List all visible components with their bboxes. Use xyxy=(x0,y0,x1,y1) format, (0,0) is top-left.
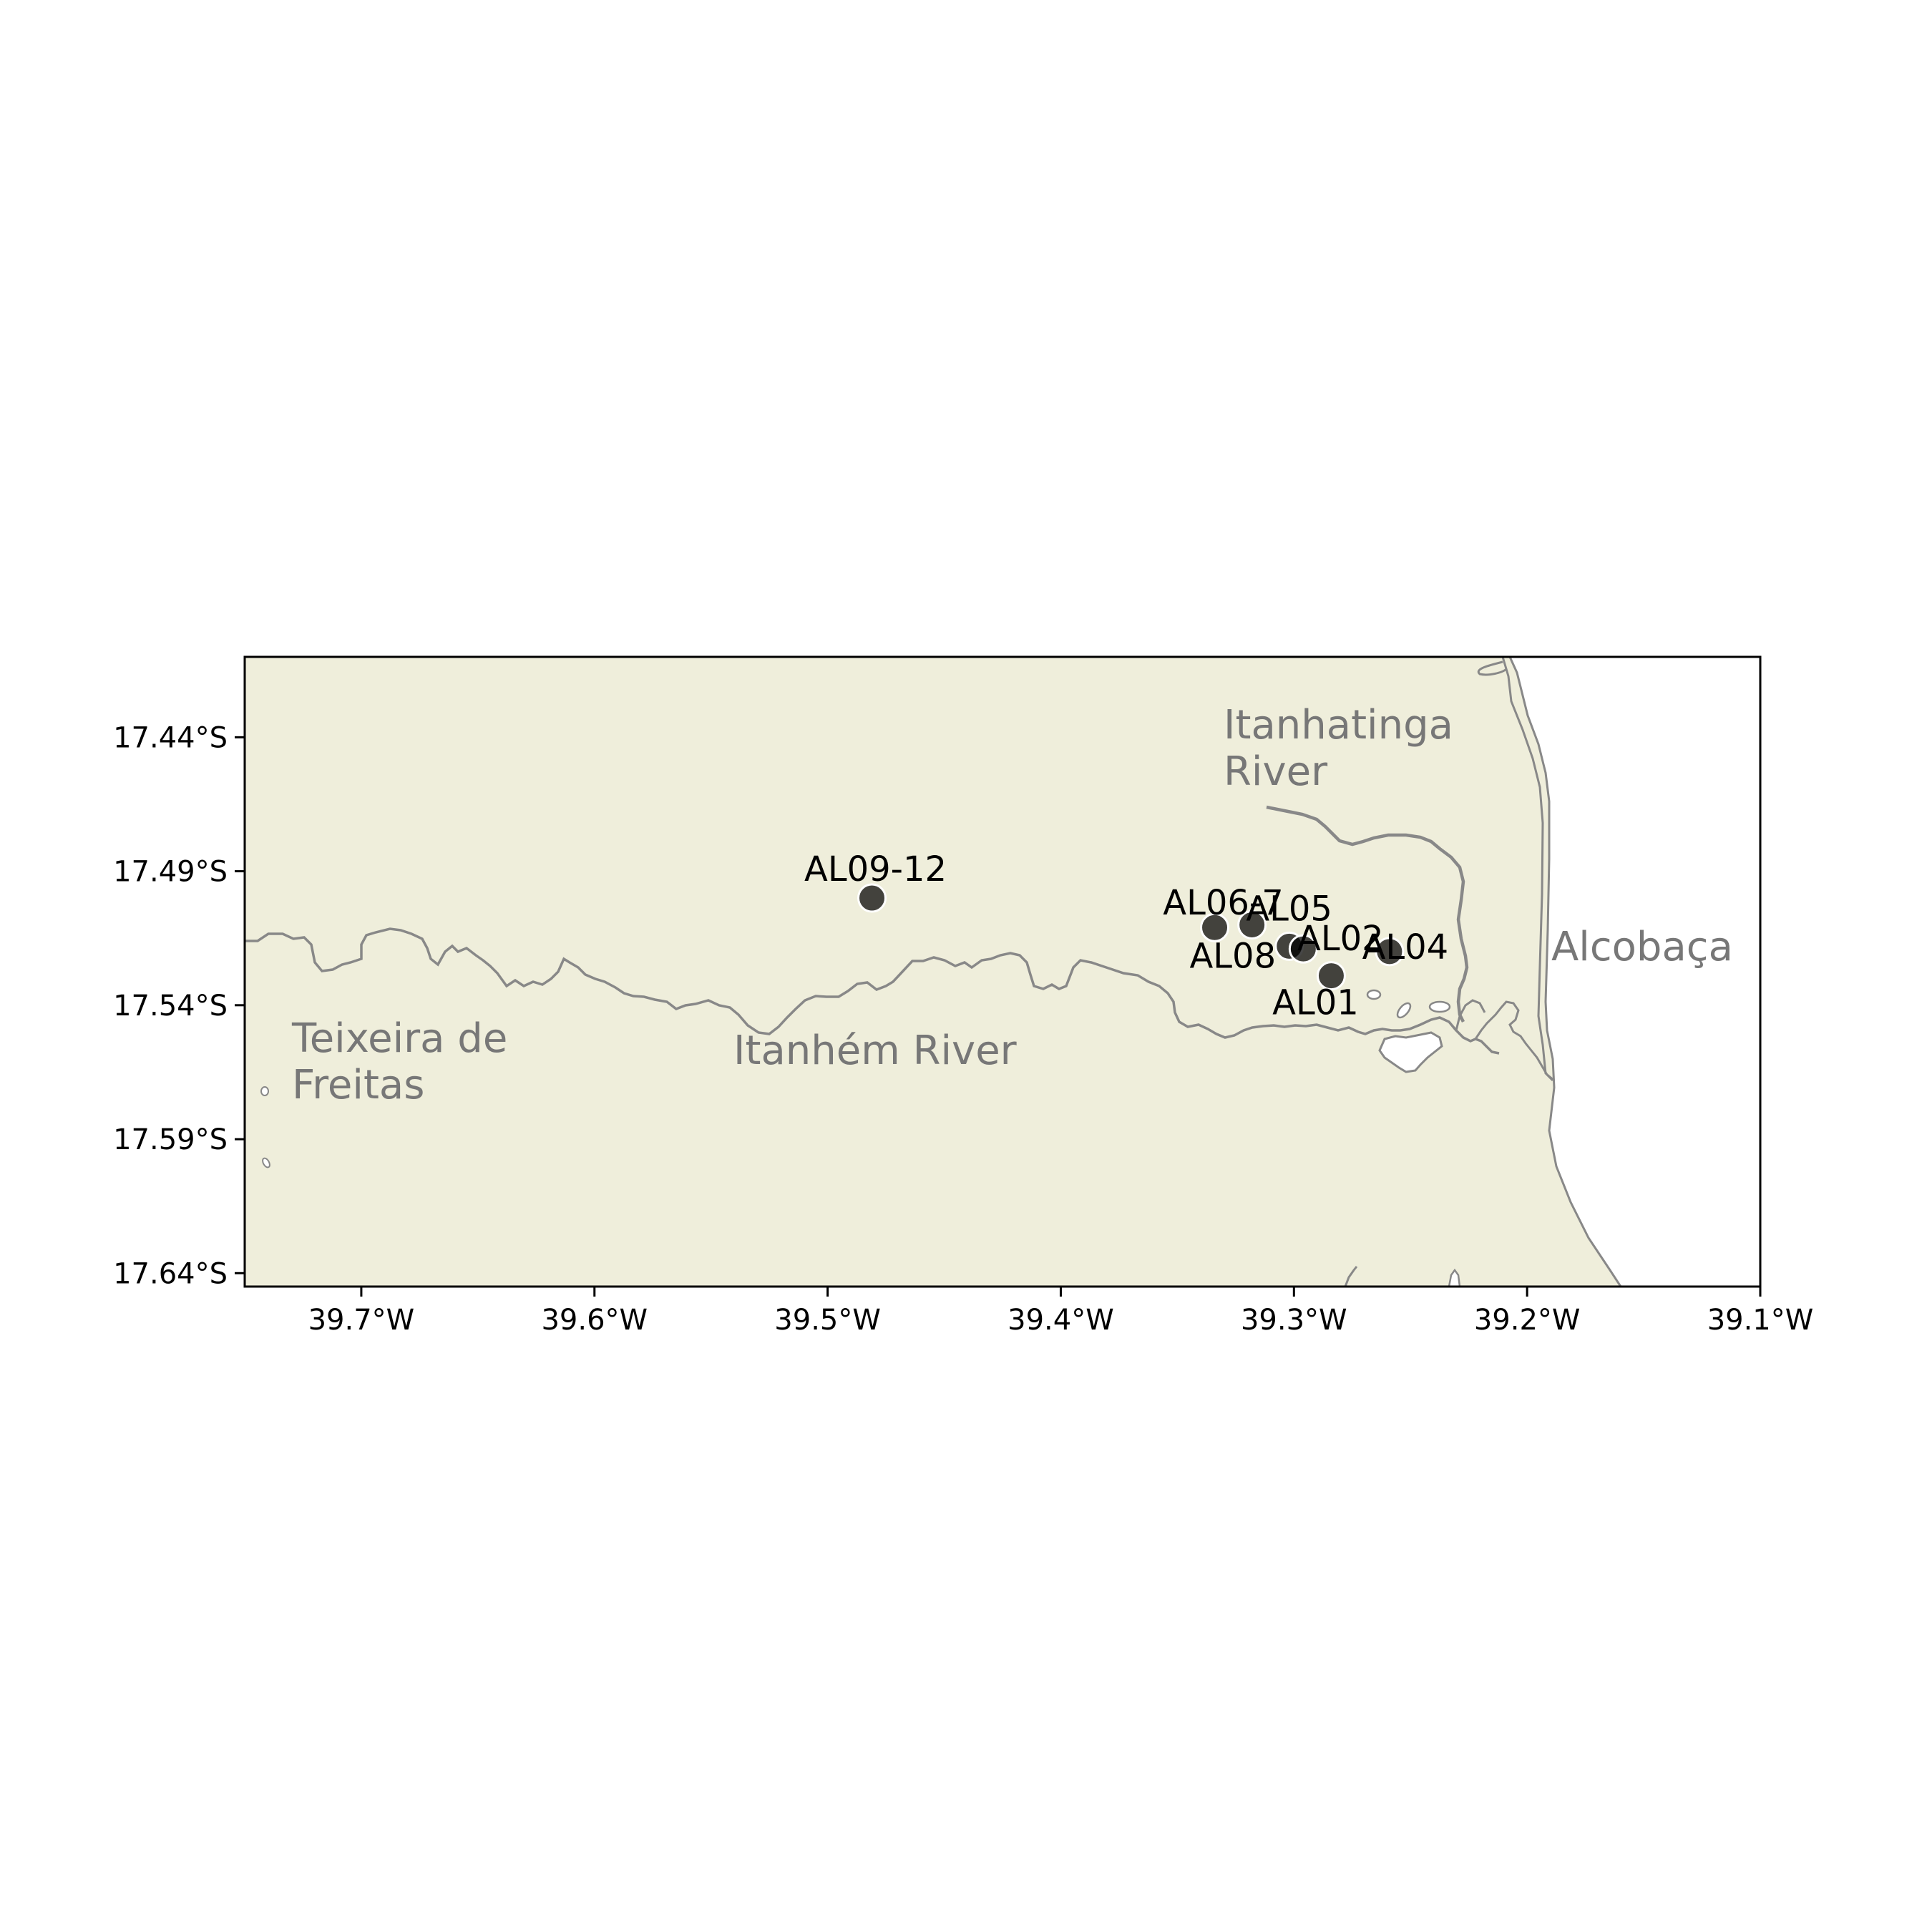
pond xyxy=(1396,1002,1412,1019)
label-itanhem-river: Itanhém River xyxy=(733,1028,1018,1074)
lagoon xyxy=(1378,1031,1443,1073)
itanhem-river-line xyxy=(245,927,1500,1055)
x-tick-label: 39.2°W xyxy=(1474,1304,1581,1337)
delta-channel xyxy=(1474,1000,1554,1082)
label-teixeira-de-freitas: Teixeira de xyxy=(291,1015,507,1062)
label-alcobaca: Alcobaça xyxy=(1551,924,1733,970)
itanhatinga-river-line xyxy=(1266,805,1469,1023)
pond xyxy=(260,1086,269,1096)
label-itanhatinga-river: Itanhatinga xyxy=(1224,702,1453,748)
site-label: AL04 xyxy=(1362,927,1449,967)
x-tick-label: 39.7°W xyxy=(308,1304,415,1337)
label-teixeira-de-freitas-2: Freitas xyxy=(292,1062,424,1108)
site-label: AL01 xyxy=(1272,983,1359,1023)
site-marker xyxy=(1316,961,1346,991)
site-marker xyxy=(1237,909,1267,940)
coastline-island xyxy=(1477,660,1508,676)
pond xyxy=(262,1157,270,1169)
x-tick-label: 39.6°W xyxy=(541,1304,648,1337)
y-tick-label: 17.44°S xyxy=(113,721,228,754)
label-itanhatinga-river-2: River xyxy=(1224,748,1328,795)
x-tick-label: 39.4°W xyxy=(1008,1304,1114,1337)
site-label: AL09-12 xyxy=(804,849,947,889)
site-label: AL05 xyxy=(1246,889,1332,929)
y-tick-label: 17.64°S xyxy=(113,1257,228,1290)
y-tick-label: 17.49°S xyxy=(113,856,228,889)
coastline-inner xyxy=(1501,657,1555,1082)
delta-channel xyxy=(1455,999,1486,1031)
pond xyxy=(1448,1268,1461,1287)
site-label: AL06-7 xyxy=(1163,883,1284,923)
land-area xyxy=(245,657,1760,1287)
ocean-area xyxy=(1508,657,1760,1287)
axes: 39.7°W 39.6°W 39.5°W 39.4°W 39.3°W 39.2°W 39.1… xyxy=(113,721,1813,1337)
x-tick-label: 39.3°W xyxy=(1241,1304,1347,1337)
site-marker xyxy=(1375,937,1405,967)
pond xyxy=(1428,1000,1451,1013)
x-tick-label: 39.5°W xyxy=(774,1304,881,1337)
y-tick-label: 17.54°S xyxy=(113,990,228,1023)
site-label: AL02 xyxy=(1297,919,1384,959)
site-marker xyxy=(1288,934,1318,964)
stream xyxy=(1344,1266,1358,1287)
y-tick-label: 17.59°S xyxy=(113,1123,228,1156)
site-marker xyxy=(1200,912,1230,942)
site-marker xyxy=(857,883,887,913)
pond xyxy=(1366,989,1382,1000)
map-frame xyxy=(243,655,1762,1288)
x-tick-label: 39.1°W xyxy=(1707,1304,1814,1337)
site-label: AL08 xyxy=(1189,936,1276,976)
map-layers xyxy=(245,657,1760,1287)
